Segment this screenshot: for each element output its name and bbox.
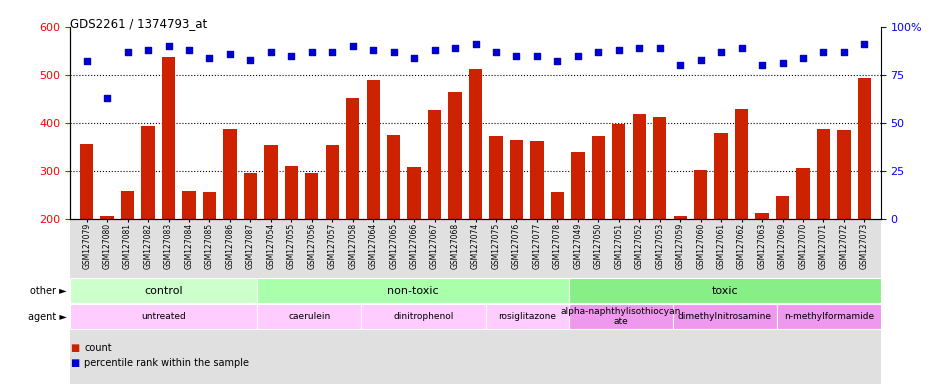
Bar [366, 80, 379, 219]
Text: percentile rank within the sample: percentile rank within the sample [84, 358, 249, 368]
Bar [285, 166, 298, 219]
Point [856, 41, 871, 47]
Point [99, 95, 114, 101]
Text: toxic: toxic [710, 286, 738, 296]
Bar [162, 57, 175, 219]
Bar [183, 191, 196, 219]
Bar [775, 196, 788, 219]
Bar [714, 134, 727, 219]
Point [120, 49, 135, 55]
Text: ■: ■ [70, 358, 80, 368]
Text: other ►: other ► [30, 286, 66, 296]
Point [365, 47, 380, 53]
Point [672, 62, 687, 68]
Bar [141, 126, 154, 219]
Point [713, 49, 728, 55]
Bar [837, 130, 850, 219]
Bar [694, 170, 707, 219]
Bar [796, 169, 809, 219]
Point [591, 49, 606, 55]
Bar [754, 213, 768, 219]
Bar [428, 110, 441, 219]
Bar [80, 144, 94, 219]
Point [651, 45, 666, 51]
Point [447, 45, 462, 51]
Bar [468, 69, 482, 219]
Bar [264, 145, 277, 219]
Text: GDS2261 / 1374793_at: GDS2261 / 1374793_at [70, 17, 207, 30]
Point [467, 41, 483, 47]
Text: non-toxic: non-toxic [387, 286, 439, 296]
Bar [550, 192, 563, 219]
Point [427, 47, 442, 53]
Text: agent ►: agent ► [28, 311, 66, 322]
Point [610, 47, 625, 53]
Bar [509, 140, 522, 219]
Point [202, 55, 217, 61]
Text: dimethylnitrosamine: dimethylnitrosamine [677, 312, 771, 321]
Point [570, 53, 585, 59]
Text: dinitrophenol: dinitrophenol [393, 312, 453, 321]
Point [140, 47, 155, 53]
Point [182, 47, 197, 53]
Bar [325, 145, 339, 219]
Point [222, 51, 237, 57]
Bar [202, 192, 216, 219]
FancyBboxPatch shape [70, 219, 880, 384]
Point [344, 43, 359, 49]
Point [631, 45, 646, 51]
Point [549, 58, 564, 65]
Bar [611, 124, 625, 219]
Point [304, 49, 319, 55]
Point [406, 55, 421, 61]
Bar [673, 215, 686, 219]
Bar [591, 136, 605, 219]
Point [284, 53, 299, 59]
Point [774, 60, 789, 66]
Bar [632, 114, 645, 219]
Bar [407, 167, 420, 219]
Bar [121, 191, 134, 219]
Point [488, 49, 503, 55]
Bar [571, 152, 584, 219]
Bar [387, 135, 400, 219]
Bar [530, 141, 543, 219]
Text: count: count [84, 343, 111, 353]
Text: ■: ■ [70, 343, 80, 353]
Bar [448, 92, 461, 219]
Point [386, 49, 401, 55]
Bar [345, 98, 359, 219]
Point [753, 62, 768, 68]
Point [815, 49, 830, 55]
Bar [305, 173, 318, 219]
Bar [100, 215, 113, 219]
Text: untreated: untreated [141, 312, 186, 321]
Point [79, 58, 94, 65]
Bar [816, 129, 829, 219]
Point [161, 43, 176, 49]
Point [325, 49, 340, 55]
Point [508, 53, 523, 59]
Bar [243, 173, 256, 219]
Bar [223, 129, 236, 219]
Point [529, 53, 544, 59]
Text: control: control [144, 286, 183, 296]
Point [733, 45, 748, 51]
Point [263, 49, 278, 55]
Point [693, 56, 708, 63]
Bar [489, 136, 502, 219]
Text: rosiglitazone: rosiglitazone [498, 312, 556, 321]
Point [242, 56, 257, 63]
Bar [856, 78, 870, 219]
Point [795, 55, 810, 61]
Bar [734, 109, 748, 219]
Text: alpha-naphthylisothiocyan
ate: alpha-naphthylisothiocyan ate [561, 307, 680, 326]
Point [836, 49, 851, 55]
Text: n-methylformamide: n-methylformamide [782, 312, 873, 321]
Text: caerulein: caerulein [288, 312, 330, 321]
Bar [652, 117, 665, 219]
